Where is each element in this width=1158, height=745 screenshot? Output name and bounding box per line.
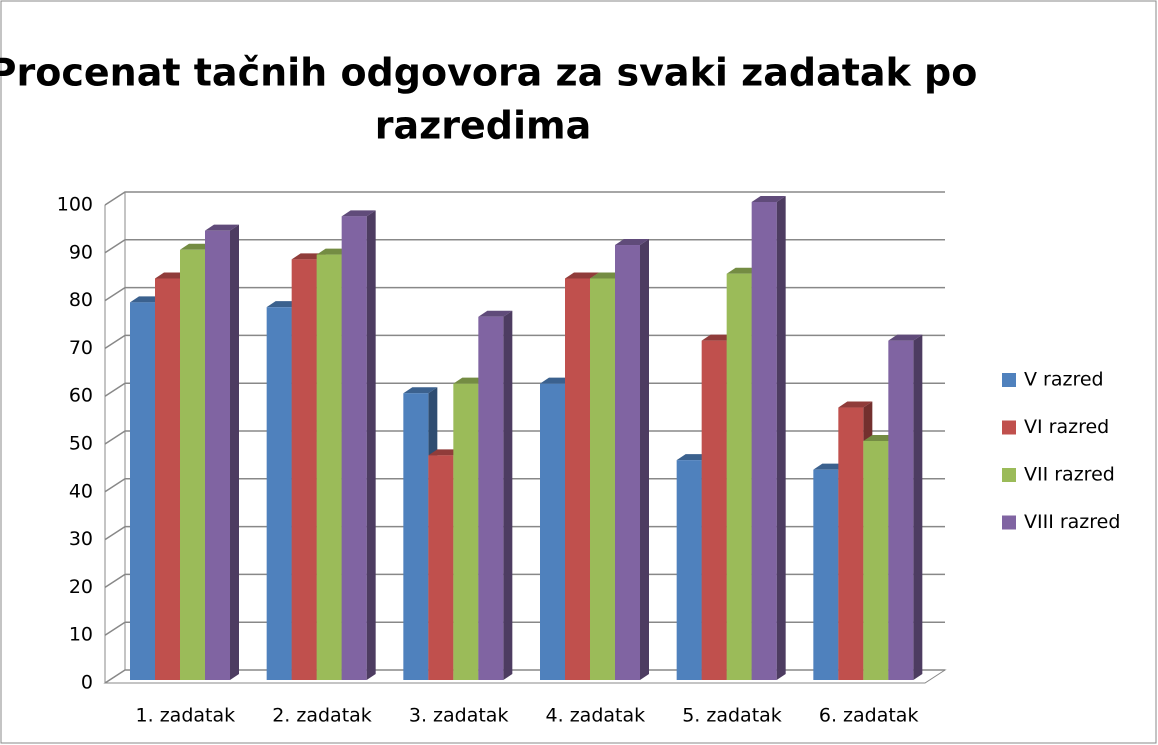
y-tick-label: 70 [69, 337, 93, 359]
x-tick-label: 1. zadatak [136, 705, 236, 727]
legend-label: VII razred [1024, 464, 1115, 486]
chart-title: razredima [375, 104, 591, 148]
legend-label: V razred [1024, 369, 1104, 391]
bar [888, 334, 923, 680]
grid-line [104, 669, 945, 684]
grid-line [104, 478, 945, 493]
y-tick-label: 80 [69, 289, 93, 311]
x-tick-label: 4. zadatak [546, 705, 646, 727]
legend-swatch [1002, 468, 1016, 482]
grid-line [104, 573, 945, 589]
grid-line [104, 334, 945, 350]
grid-line [104, 191, 945, 206]
x-tick-label: 2. zadatak [272, 705, 372, 727]
y-tick-label: 90 [69, 241, 93, 263]
bar [615, 239, 649, 680]
y-tick-label: 20 [69, 576, 93, 598]
legend-swatch [1002, 515, 1016, 530]
y-tick-label: 40 [69, 480, 93, 502]
y-tick-label: 30 [69, 528, 93, 550]
grid-line [104, 239, 945, 254]
y-tick-label: 50 [69, 433, 93, 455]
y-tick-label: 10 [69, 624, 93, 646]
legend-label: VI razred [1024, 416, 1109, 438]
legend-swatch [1002, 373, 1016, 387]
y-tick-label: 0 [81, 672, 93, 694]
x-tick-label: 3. zadatak [409, 705, 509, 727]
bar [751, 196, 786, 680]
legend-label: VIII razred [1024, 511, 1120, 533]
chart-title: Procenat tačnih odgovora za svaki zadata… [0, 51, 977, 95]
x-tick-label: 6. zadatak [819, 705, 919, 727]
bar [341, 210, 376, 680]
grid-line [104, 382, 945, 397]
grid-line [104, 286, 945, 302]
bar [478, 310, 513, 680]
bar [205, 224, 239, 680]
grid-line [104, 525, 945, 541]
x-tick-label: 5. zadatak [682, 705, 782, 727]
legend-swatch [1002, 420, 1016, 435]
grid-line [104, 430, 945, 445]
y-tick-label: 100 [57, 194, 93, 216]
y-tick-label: 60 [69, 385, 93, 407]
grid-line [104, 621, 945, 636]
